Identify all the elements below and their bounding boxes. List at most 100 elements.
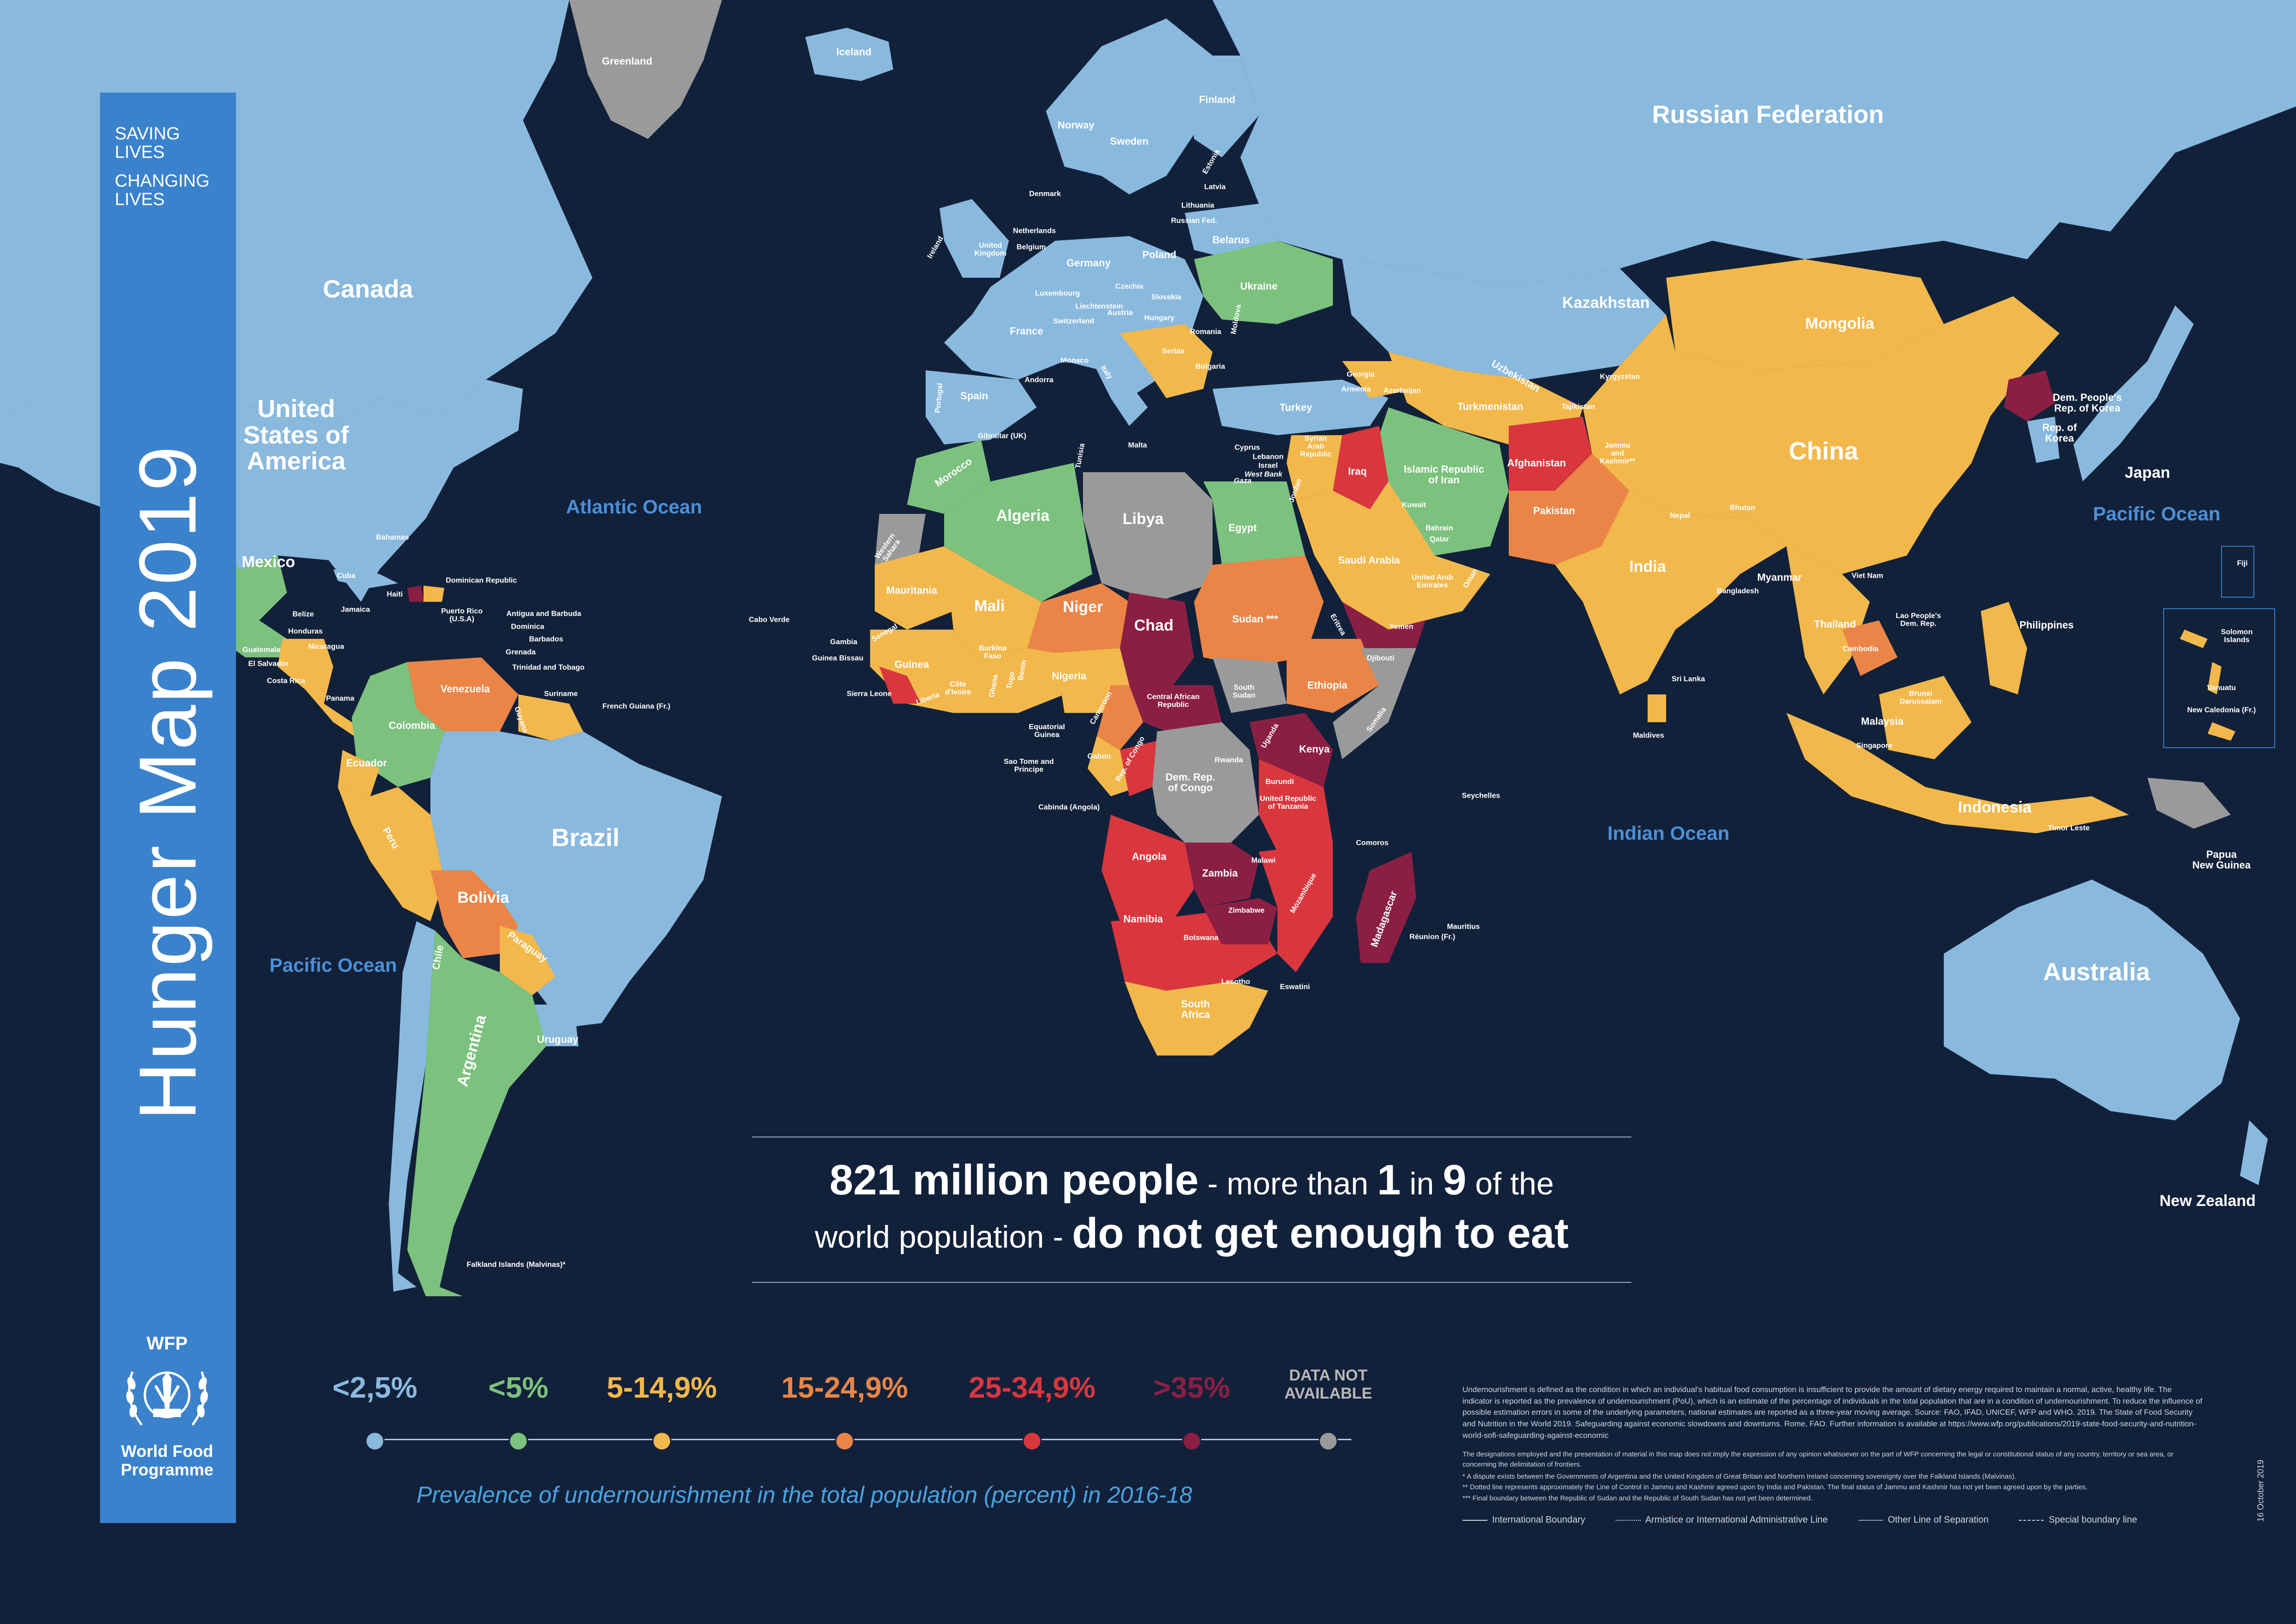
- country-label-cabinda: Cabinda (Angola): [1038, 803, 1100, 812]
- tagline-line: SAVING: [115, 124, 180, 144]
- west-africa-coast-shape: [870, 630, 1064, 713]
- wfp-logo-name: World Food Programme: [114, 1442, 220, 1479]
- country-label-belgium: Belgium: [1016, 243, 1046, 251]
- country-label-china: China: [1788, 437, 1859, 465]
- country-label-brunei: Brunei Darussalam: [1899, 690, 1942, 706]
- tagline: SAVING LIVES CHANGING LIVES: [115, 125, 210, 219]
- country-label-colombia: Colombia: [388, 719, 436, 731]
- pacific-ocean-west-label: Pacific Ocean: [269, 954, 397, 976]
- country-label-angola: Angola: [1132, 850, 1167, 862]
- headline-nine: 9: [1443, 1156, 1467, 1204]
- country-label-japan: Japan: [2124, 464, 2171, 482]
- headline-line-1: 821 million people - more than 1 in 9 of…: [752, 1156, 1631, 1205]
- country-label-venezuela: Venezuela: [440, 683, 490, 695]
- cameroon-shape: [1097, 685, 1143, 750]
- country-label-monaco: Monaco: [1060, 356, 1089, 365]
- caribbean-shape: [333, 569, 398, 588]
- boundary-dotted-line-icon: [1615, 1519, 1641, 1521]
- afghanistan-shape: [1509, 417, 1592, 491]
- country-label-kazakhstan: Kazakhstan: [1562, 294, 1650, 312]
- legend-label: 25-34,9%: [969, 1371, 1095, 1404]
- country-label-sweden: Sweden: [1110, 135, 1149, 147]
- dprk-shape: [2004, 370, 2055, 421]
- country-label-el-salvador: El Salvador: [248, 660, 289, 668]
- country-label-afghanistan: Afghanistan: [1507, 457, 1566, 469]
- sidebar-panel: SAVING LIVES CHANGING LIVES Hunger Map 2…: [100, 93, 236, 1523]
- headline-number: 821 million people: [829, 1156, 1199, 1204]
- country-label-romania: Romania: [1190, 328, 1221, 336]
- algeria-shape: [944, 463, 1092, 602]
- country-label-spain: Spain: [960, 390, 988, 402]
- arabia-shape: [1296, 481, 1490, 630]
- country-label-malaysia: Malaysia: [1861, 715, 1904, 727]
- somalia-shape: [1333, 648, 1416, 759]
- country-label-kuwait: Kuwait: [1401, 501, 1426, 509]
- zambia-shape: [1185, 843, 1259, 907]
- legend-dot: [835, 1431, 854, 1451]
- boundary-dashed-line-icon: [2019, 1519, 2044, 1521]
- headline-text: - more than: [1198, 1166, 1377, 1201]
- country-label-bangladesh: Bangladesh: [1717, 587, 1759, 595]
- legend-item-na: DATA NOT AVAILABLE: [1284, 1362, 1372, 1403]
- footnote-definition: Undernourishment is defined as the condi…: [1462, 1385, 2203, 1440]
- russia-shape: [1213, 0, 2296, 287]
- footnote-note: *** Final boundary between the Republic …: [1462, 1494, 1813, 1503]
- country-label-burundi: Burundi: [1265, 778, 1294, 786]
- wfp-logo-name-line: World Food: [121, 1442, 213, 1461]
- headline-line-2: world population - do not get enough to …: [752, 1209, 1631, 1258]
- country-label-philippines: Philippines: [2019, 619, 2074, 631]
- country-label-canada: Canada: [323, 275, 413, 303]
- cambodia-shape: [1842, 620, 1898, 676]
- boundary-label: International Boundary: [1492, 1515, 1586, 1525]
- guyana-suriname-shape: [518, 694, 583, 741]
- country-label-french-guiana: French Guiana (Fr.): [602, 702, 671, 711]
- wfp-logo: WFP World F: [114, 1333, 220, 1479]
- country-label-austria: Austria: [1107, 309, 1133, 317]
- boundary-item: Special boundary line: [2019, 1515, 2137, 1525]
- country-label-czechia: Czechia: [1115, 282, 1144, 291]
- country-label-rwanda: Rwanda: [1214, 756, 1243, 764]
- country-label-cote-divoire: Côte d'Ivoire: [945, 681, 971, 696]
- country-label-car: Central African Republic: [1146, 693, 1200, 709]
- country-label-eq-guinea: Equatorial Guinea: [1028, 723, 1065, 739]
- country-label-falklands: Falkland Islands (Malvinas)*: [467, 1261, 566, 1269]
- country-label-new-zealand: New Zealand: [2159, 1192, 2256, 1210]
- country-label-haiti: Haiti: [386, 590, 403, 599]
- country-label-dprk: Dem. People's Rep. of Korea: [2053, 391, 2122, 414]
- kazakhstan-shape: [1342, 259, 1666, 380]
- country-label-new-caledonia: New Caledonia (Fr.): [2187, 706, 2256, 714]
- country-label-cambodia: Cambodia: [1842, 645, 1879, 653]
- caucasus-shape: [1342, 361, 1416, 398]
- legend-dot: [1022, 1431, 1042, 1451]
- central-america-shape: [278, 639, 370, 741]
- new-zealand-shape: [2240, 1120, 2268, 1185]
- country-label-kyrgyzstan: Kyrgyzstan: [1599, 373, 1640, 381]
- country-label-denmark: Denmark: [1029, 190, 1061, 198]
- country-label-switzerland: Switzerland: [1053, 317, 1095, 325]
- png-shape: [2147, 778, 2231, 829]
- mozambique-shape: [1259, 843, 1333, 972]
- country-label-seychelles: Seychelles: [1462, 792, 1500, 800]
- country-label-andorra: Andorra: [1024, 376, 1054, 384]
- chad-shape: [1120, 593, 1194, 694]
- country-label-bahrain: Bahrain: [1425, 524, 1453, 532]
- philippines-shape: [1981, 602, 2027, 694]
- drc-shape: [1152, 722, 1259, 843]
- country-label-mexico: Mexico: [242, 553, 295, 571]
- country-label-eswatini: Eswatini: [1280, 983, 1310, 991]
- country-label-iran: Islamic Republic of Iran: [1404, 463, 1484, 486]
- country-label-zimbabwe: Zimbabwe: [1228, 906, 1265, 915]
- country-label-gibraltar: Gibraltar (UK): [977, 432, 1027, 440]
- country-label-rok: Rep. of Korea: [2042, 421, 2077, 444]
- tagline-changing-lives: CHANGING LIVES: [115, 172, 210, 209]
- country-label-djibouti: Djibouti: [1367, 654, 1394, 662]
- yemen-shape: [1342, 602, 1425, 648]
- country-label-russia: Russian Federation: [1652, 100, 1884, 129]
- country-label-finland: Finland: [1199, 94, 1236, 106]
- country-label-viet-nam: Viet Nam: [1851, 572, 1884, 580]
- country-label-sao-tome: Sao Tome and Principe: [1003, 758, 1054, 774]
- angola-shape: [1101, 815, 1194, 921]
- legend-label: <2,5%: [332, 1371, 417, 1404]
- country-label-mongolia: Mongolia: [1805, 315, 1874, 333]
